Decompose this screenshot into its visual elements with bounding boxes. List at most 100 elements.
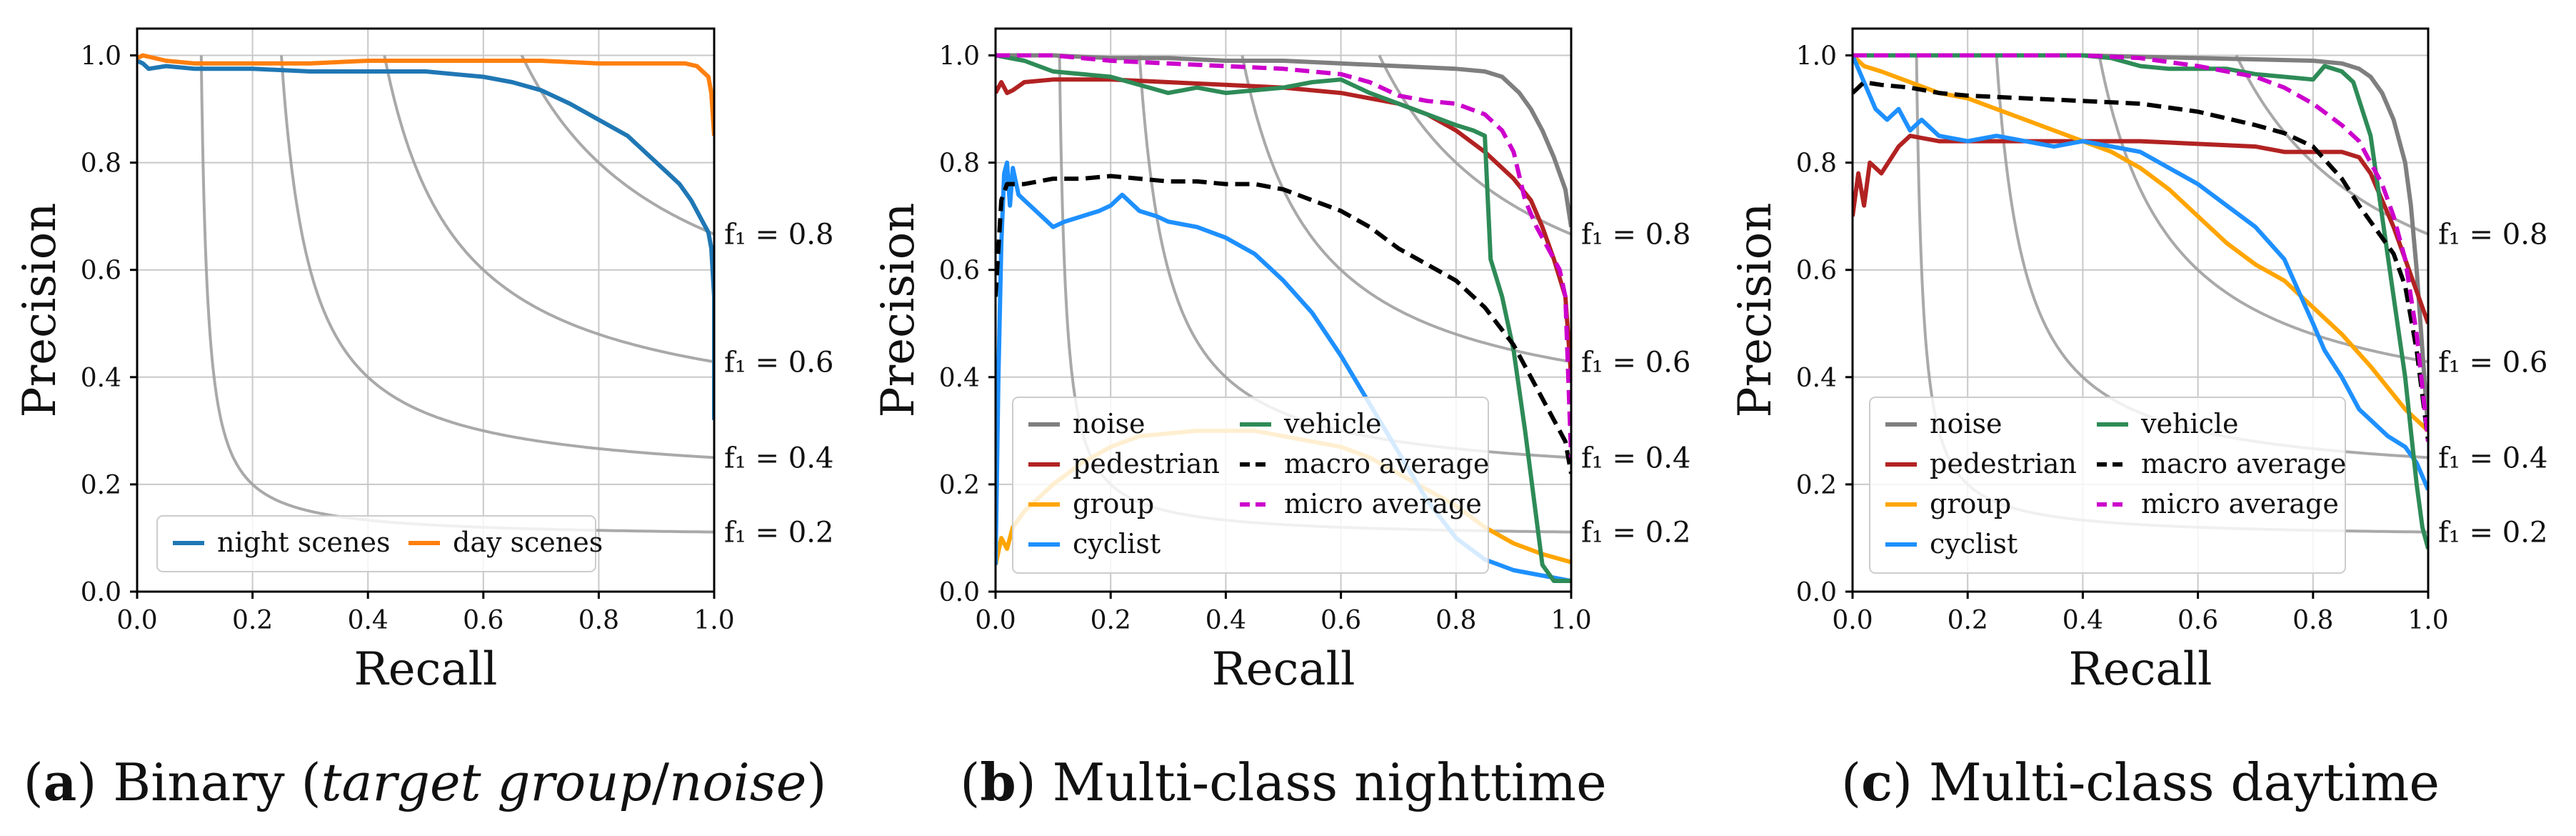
iso-f1-curve [199,55,714,534]
x-tick-label: 0.2 [1948,606,1988,635]
series-line-pedestrian [996,77,1571,378]
x-tick-label: 0.4 [1206,606,1246,635]
y-tick-label: 0.4 [1796,364,1837,393]
series-line-micro-average [996,53,1571,458]
caption-paren: ) [1016,752,1036,812]
x-tick-label: 0.4 [348,606,389,635]
y-tick-label: 0.8 [81,149,121,179]
y-axis-label: Precision [872,203,925,418]
caption: (b) Multi-class nighttime [960,752,1607,812]
legend-label-macro-average: macro average [1284,448,1489,479]
caption-paren: ( [24,752,44,812]
y-tick-label: 0.0 [81,578,121,607]
panel-a: 0.0 0.2 0.4 0.6 0.8 1.0 0.0 0.2 0.4 0.6 0.8 1.0 Reca… [14,27,833,812]
legend-label-cyclist: cyclist [1073,528,1161,559]
legend-label-noise: noise [1930,408,2003,439]
caption-text: Multi-class daytime [1913,752,2440,812]
y-tick-label: 0.4 [939,364,980,393]
iso-f1-curve [280,55,714,459]
caption-letter: a [44,752,77,812]
caption-letter: b [980,752,1016,812]
legend-label-micro-average: micro average [1284,488,1482,519]
legend-label-night-scenes: night scenes [217,527,391,558]
legend: night scenes day scenes [156,515,603,572]
caption-letter: c [1861,752,1893,812]
series-group [137,53,714,420]
x-tick-label: 0.8 [1435,606,1476,635]
iso-f1-labels: f₁ = 0.2 f₁ = 0.4 f₁ = 0.6 f₁ = 0.8 [2438,219,2547,549]
x-tick-label: 1.0 [1550,606,1591,635]
iso-f1-labels: f₁ = 0.2 f₁ = 0.4 f₁ = 0.6 f₁ = 0.8 [1581,219,1690,549]
legend-label-cyclist: cyclist [1930,528,2018,559]
legend-label-vehicle: vehicle [2140,408,2239,439]
series-line-noise [996,53,1571,228]
legend-label-noise: noise [1073,408,1146,439]
x-tick-label: 0.2 [232,606,273,635]
caption-text: Binary ( [96,752,321,812]
iso-f1-label: f₁ = 0.4 [1581,442,1690,474]
y-tick-label: 0.8 [1796,149,1837,179]
legend-label-pedestrian: pedestrian [1930,448,2077,479]
caption: (c) Multi-class daytime [1841,752,2440,812]
series-line-pedestrian [1853,134,2428,324]
caption-paren: ( [1841,752,1861,812]
x-tick-label: 0.0 [116,606,157,635]
iso-f1-label: f₁ = 0.6 [724,346,833,379]
x-tick-label: 0.8 [578,606,619,635]
iso-f1-label: f₁ = 0.6 [1581,346,1690,379]
caption-text: target group [321,752,652,812]
series-line-night-scenes [137,59,714,420]
y-axis-label: Precision [14,203,66,418]
iso-f1-label: f₁ = 0.8 [2438,219,2547,252]
y-tick-label: 0.2 [1796,471,1837,500]
x-tick-label: 0.4 [2063,606,2103,635]
iso-f1-label: f₁ = 0.2 [724,517,833,549]
caption-paren: ) [76,752,96,812]
x-tick-label: 0.0 [1832,606,1873,635]
iso-f1-label: f₁ = 0.2 [1581,517,1690,549]
iso-f1-curve [1378,54,1571,236]
iso-f1-curves [199,54,714,534]
caption-paren: ) [1893,752,1913,812]
legend-label-group: group [1073,488,1154,519]
y-axis-label: Precision [1729,203,1782,418]
iso-f1-curve [2098,55,2428,364]
iso-f1-curve [383,55,714,364]
grid [136,29,715,592]
iso-f1-labels: f₁ = 0.2 f₁ = 0.4 f₁ = 0.6 f₁ = 0.8 [724,219,833,549]
iso-f1-curve [1241,55,1571,364]
caption-paren: ( [960,752,980,812]
y-tick-label: 1.0 [81,42,121,71]
legend-box [1869,397,2346,574]
iso-f1-curve [520,54,714,236]
series-group [1853,53,2428,549]
x-tick-label: 0.2 [1091,606,1131,635]
y-tick-label: 0.0 [1796,578,1837,607]
iso-f1-label: f₁ = 0.4 [2438,442,2547,474]
series-line-day-scenes [137,53,714,136]
series-line-cyclist [1853,54,2428,491]
legend: noise pedestrian group cyclist vehicle macro … [1869,397,2346,574]
panel-b: 0.0 0.2 0.4 0.6 0.8 1.0 0.0 0.2 0.4 0.6 0.8 1.0 Reca… [872,27,1690,812]
legend-box [156,515,596,572]
legend-label-vehicle: vehicle [1283,408,1382,439]
iso-f1-label: f₁ = 0.8 [1581,219,1690,252]
legend-label-group: group [1930,488,2011,519]
caption-text: noise [669,752,806,812]
x-tick-label: 1.0 [693,606,734,635]
series-line-macro-average [1853,80,2428,442]
iso-f1-label: f₁ = 0.8 [724,219,833,252]
plot-frame [1851,27,2430,593]
y-tick-label: 0.2 [81,471,121,500]
legend-label-macro-average: macro average [2141,448,2346,479]
y-tick-label: 0.6 [939,257,980,286]
y-tick-label: 0.0 [939,578,980,607]
legend-box [1012,397,1489,574]
iso-f1-label: f₁ = 0.2 [2438,517,2547,549]
caption-text: / [652,752,670,812]
caption-text: Multi-class nighttime [1036,752,1607,812]
iso-f1-label: f₁ = 0.6 [2438,346,2547,379]
y-tick-label: 1.0 [939,42,980,71]
y-tick-label: 0.6 [81,257,121,286]
